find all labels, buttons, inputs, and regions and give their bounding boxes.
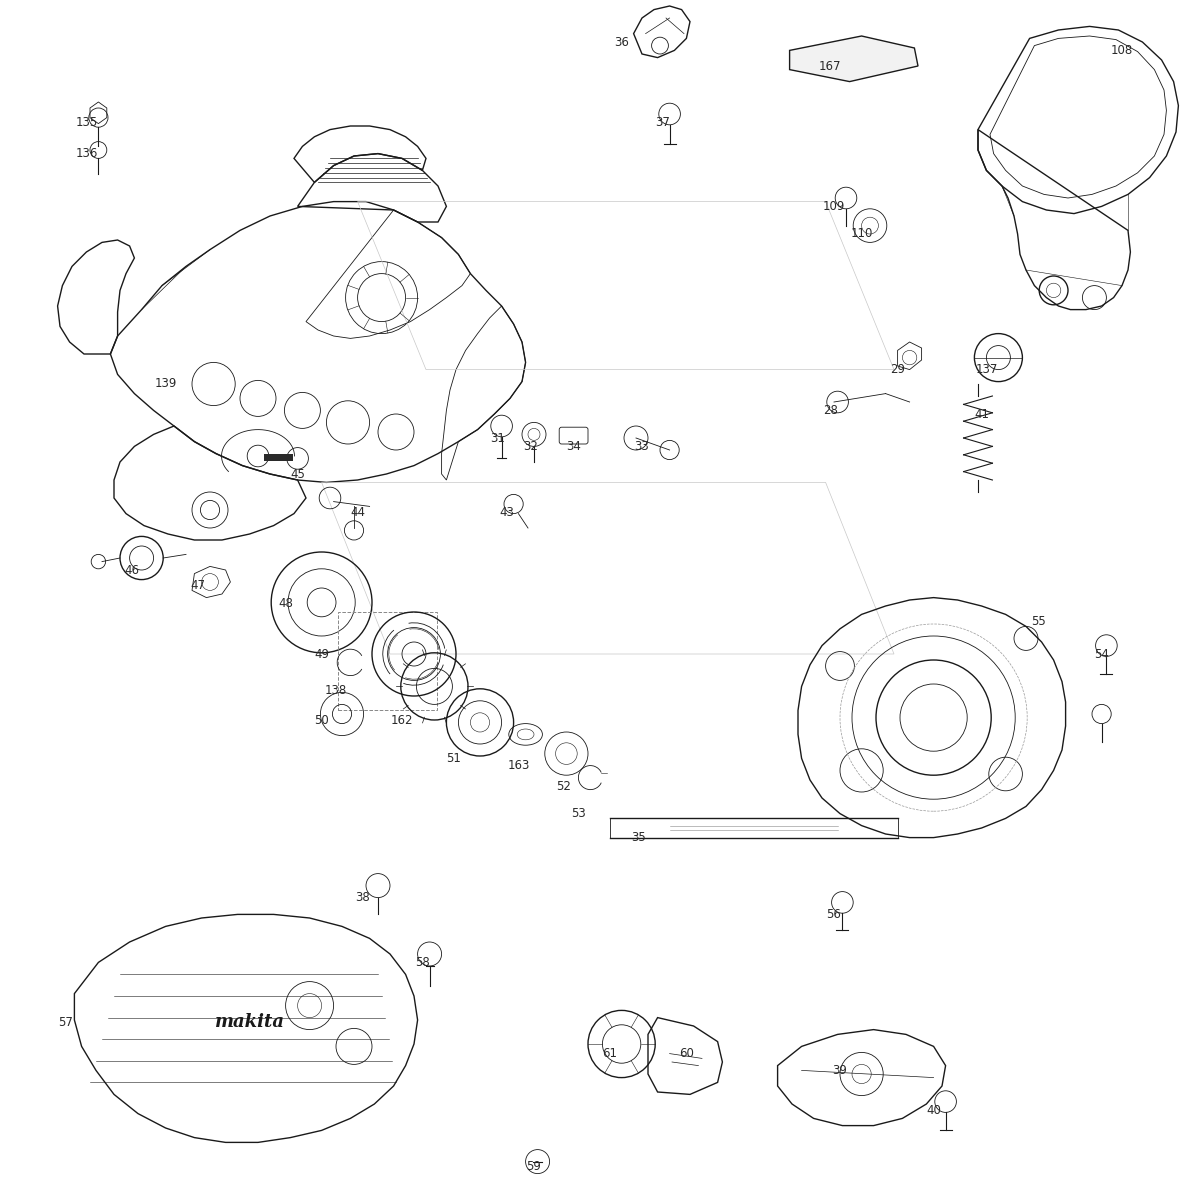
Text: 49: 49: [314, 648, 329, 660]
Text: 52: 52: [557, 780, 571, 792]
Text: makita: makita: [215, 1013, 284, 1031]
Text: 110: 110: [851, 228, 872, 240]
Text: 50: 50: [314, 714, 329, 726]
Text: 58: 58: [415, 956, 430, 968]
Text: 60: 60: [679, 1048, 694, 1060]
Text: 46: 46: [125, 564, 139, 576]
Text: 136: 136: [76, 148, 97, 160]
Text: 47: 47: [191, 580, 205, 592]
Text: 59: 59: [527, 1160, 541, 1172]
Text: 53: 53: [571, 808, 586, 820]
Text: 54: 54: [1094, 648, 1109, 660]
Text: 34: 34: [566, 440, 581, 452]
Text: 35: 35: [631, 832, 646, 844]
Text: 51: 51: [446, 752, 461, 764]
Text: 43: 43: [499, 506, 514, 518]
Text: 61: 61: [602, 1048, 617, 1060]
Text: 31: 31: [491, 432, 505, 444]
Text: 29: 29: [890, 364, 905, 376]
Text: 36: 36: [614, 36, 629, 48]
Text: 163: 163: [508, 760, 529, 772]
Text: 109: 109: [823, 200, 845, 212]
Text: 56: 56: [827, 908, 841, 920]
Text: 45: 45: [290, 468, 305, 480]
Text: 39: 39: [833, 1064, 847, 1076]
Text: 28: 28: [823, 404, 838, 416]
Text: 40: 40: [926, 1104, 941, 1116]
Text: 32: 32: [523, 440, 538, 452]
Text: 57: 57: [59, 1016, 73, 1028]
Text: 137: 137: [976, 364, 997, 376]
Polygon shape: [264, 454, 293, 461]
Text: 33: 33: [635, 440, 649, 452]
Text: 135: 135: [76, 116, 97, 128]
Text: 38: 38: [355, 892, 370, 904]
Text: 48: 48: [278, 598, 293, 610]
Bar: [338, 612, 437, 710]
Text: 55: 55: [1031, 616, 1045, 628]
Text: 139: 139: [155, 378, 176, 390]
Text: 44: 44: [350, 506, 365, 518]
Polygon shape: [790, 36, 918, 82]
Text: 41: 41: [974, 408, 989, 420]
Text: 138: 138: [325, 684, 347, 696]
Text: 167: 167: [820, 60, 841, 72]
Text: 162: 162: [391, 714, 413, 726]
Text: 37: 37: [655, 116, 670, 128]
Text: 108: 108: [1111, 44, 1133, 56]
